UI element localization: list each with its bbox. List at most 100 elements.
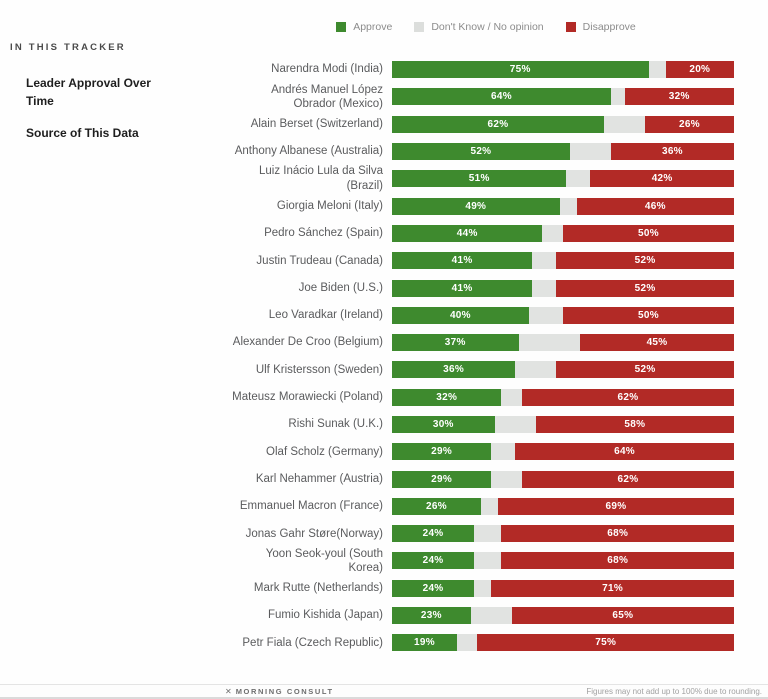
sidebar-item-source-of-this-data[interactable]: Source of This Data xyxy=(26,126,139,140)
disapprove-segment: 20% xyxy=(665,61,734,79)
leader-label: Alain Berset (Switzerland) xyxy=(250,118,383,131)
leader-label: Luiz Inácio Lula da Silva (Brazil) xyxy=(258,165,383,192)
dont-know-segment xyxy=(491,470,522,488)
approve-value: 75% xyxy=(509,64,531,76)
leader-row: Alain Berset (Switzerland) 62% 26% xyxy=(230,111,742,138)
approve-segment: 62% xyxy=(392,115,605,133)
disapprove-value: 20% xyxy=(689,64,711,76)
approve-value: 36% xyxy=(443,364,465,376)
disapprove-segment: 52% xyxy=(556,279,734,297)
sidebar-item-leader-approval-over-time[interactable]: Leader Approval Over Time xyxy=(26,76,151,108)
leader-label: Leo Varadkar (Ireland) xyxy=(268,309,383,322)
leader-label: Fumio Kishida (Japan) xyxy=(267,609,383,622)
approve-value: 29% xyxy=(431,446,453,458)
disapprove-value: 32% xyxy=(668,91,690,103)
disapprove-value: 26% xyxy=(679,118,700,130)
disapprove-segment: 75% xyxy=(477,634,734,652)
leader-row: Petr Fiala (Czech Republic) 19% 75% xyxy=(230,629,742,656)
approve-value: 29% xyxy=(431,473,453,485)
approve-value: 41% xyxy=(451,282,473,294)
legend-swatch-disapprove xyxy=(565,22,576,32)
disapprove-segment: 69% xyxy=(498,497,734,515)
approve-segment: 75% xyxy=(392,61,649,79)
bottom-divider xyxy=(0,697,768,699)
approve-segment: 29% xyxy=(392,443,492,461)
chart-legend: Approve Don't Know / No opinion Disapprove xyxy=(232,21,740,33)
dont-know-segment xyxy=(532,252,557,270)
disapprove-segment: 62% xyxy=(521,388,734,406)
leader-row: Rishi Sunak (U.K.) 30% 58% xyxy=(230,411,742,438)
approval-bar: 26% 69% xyxy=(392,497,734,515)
leader-row: Olaf Scholz (Germany) 29% 64% xyxy=(230,438,742,465)
dont-know-segment xyxy=(566,170,591,188)
approve-segment: 23% xyxy=(392,607,471,625)
leader-label: Mateusz Morawiecki (Poland) xyxy=(232,391,383,404)
disapprove-segment: 32% xyxy=(624,88,734,106)
chart-footer: ✕ MORNING CONSULT Figures may not add up… xyxy=(0,684,768,697)
leader-row: Emmanuel Macron (France) 26% 69% xyxy=(230,493,742,520)
approval-bar: 19% 75% xyxy=(392,634,734,652)
approve-segment: 51% xyxy=(392,170,567,188)
leader-row: Luiz Inácio Lula da Silva (Brazil) 51% 42% xyxy=(230,165,742,192)
approval-bar: 29% 64% xyxy=(392,443,734,461)
disapprove-segment: 62% xyxy=(521,470,734,488)
disapprove-value: 52% xyxy=(634,364,656,376)
approve-segment: 29% xyxy=(392,470,492,488)
approval-bar: 36% 52% xyxy=(392,361,734,379)
approve-segment: 40% xyxy=(392,306,529,324)
leader-row: Fumio Kishida (Japan) 23% 65% xyxy=(230,602,742,629)
disapprove-value: 68% xyxy=(607,528,629,540)
approve-segment: 24% xyxy=(392,579,475,597)
approval-bar: 41% 52% xyxy=(392,279,734,297)
disapprove-value: 52% xyxy=(634,282,656,294)
approve-value: 64% xyxy=(490,91,512,103)
disapprove-value: 71% xyxy=(602,582,624,594)
disapprove-value: 62% xyxy=(617,391,639,403)
disapprove-value: 75% xyxy=(595,637,617,649)
leader-label: Emmanuel Macron (France) xyxy=(239,500,383,513)
approve-segment: 52% xyxy=(392,143,570,161)
approval-bar: 23% 65% xyxy=(392,607,734,625)
leader-label: Joe Biden (U.S.) xyxy=(298,281,383,294)
approve-segment: 19% xyxy=(392,634,457,652)
approve-segment: 36% xyxy=(392,361,516,379)
dont-know-segment xyxy=(569,143,611,161)
approve-value: 52% xyxy=(470,146,492,158)
leader-row: Anthony Albanese (Australia) 52% 36% xyxy=(230,138,742,165)
sidebar-heading: IN THIS TRACKER xyxy=(10,42,126,53)
dont-know-segment xyxy=(480,497,498,515)
morning-consult-brand[interactable]: ✕ MORNING CONSULT xyxy=(225,687,334,696)
disapprove-segment: 36% xyxy=(610,143,734,161)
leader-label: Ulf Kristersson (Sweden) xyxy=(255,363,383,376)
disapprove-segment: 71% xyxy=(491,579,734,597)
disapprove-segment: 50% xyxy=(562,224,734,242)
approve-segment: 37% xyxy=(392,334,519,352)
approval-bar: 52% 36% xyxy=(392,143,734,161)
disapprove-segment: 68% xyxy=(501,552,734,570)
leader-row: Jonas Gahr Støre(Norway) 24% 68% xyxy=(230,520,742,547)
approve-segment: 41% xyxy=(392,252,533,270)
disapprove-segment: 52% xyxy=(556,361,734,379)
disapprove-value: 45% xyxy=(646,337,668,349)
legend-label-dont-know: Don't Know / No opinion xyxy=(431,21,544,33)
leader-label: Mark Rutte (Netherlands) xyxy=(253,582,383,595)
leader-row: Mark Rutte (Netherlands) 24% 71% xyxy=(230,575,742,602)
approve-value: 37% xyxy=(444,337,466,349)
dont-know-segment xyxy=(648,61,666,79)
leader-label: Justin Trudeau (Canada) xyxy=(256,254,383,267)
disapprove-value: 65% xyxy=(612,610,634,622)
approval-bar-chart: Narendra Modi (India) 75% 20% Andrés Manuel… xyxy=(230,56,742,657)
approve-segment: 24% xyxy=(392,525,475,543)
approve-value: 41% xyxy=(451,255,473,267)
approval-bar: 29% 62% xyxy=(392,470,734,488)
approve-value: 26% xyxy=(425,500,447,512)
approval-bar: 64% 32% xyxy=(392,88,734,106)
approval-bar: 44% 50% xyxy=(392,224,734,242)
leader-label: Pedro Sánchez (Spain) xyxy=(264,227,383,240)
disapprove-segment: 68% xyxy=(501,525,734,543)
approve-segment: 49% xyxy=(392,197,560,215)
approve-value: 32% xyxy=(436,391,458,403)
legend-item-approve: Approve xyxy=(336,21,392,33)
approve-value: 51% xyxy=(468,173,490,185)
disapprove-value: 69% xyxy=(605,500,627,512)
